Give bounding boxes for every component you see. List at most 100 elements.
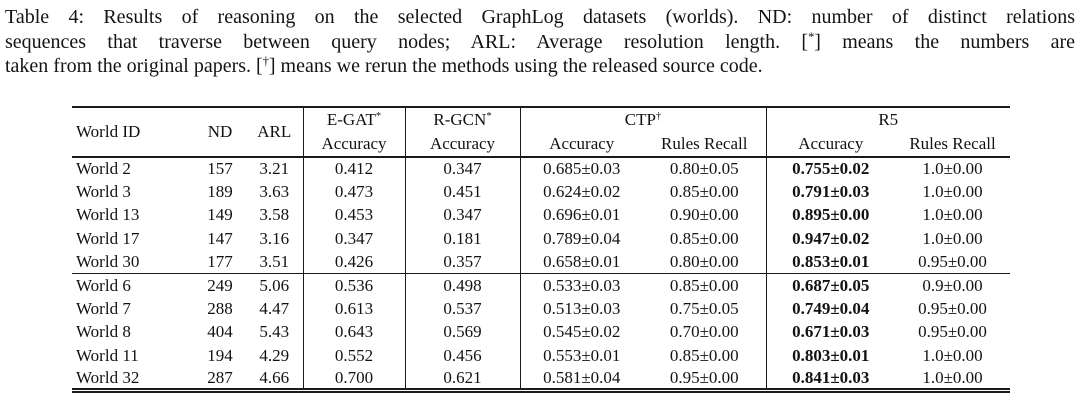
cell-ctp-rules-recall: 0.85±0.00 xyxy=(669,181,739,201)
cell-nd: 147 xyxy=(207,228,233,248)
cell-rgcn-accuracy: 0.498 xyxy=(404,273,520,298)
header-ctp-group: CTP† xyxy=(519,106,767,132)
cell-egat-accuracy: 0.453 xyxy=(302,203,405,227)
table-row: World 32 287 4.66 0.700 0.621 0.581±0.04 0.95±… xyxy=(72,367,1010,391)
table-row: World 11 194 4.29 0.552 0.456 0.553±0.01 0.85±… xyxy=(72,343,1010,368)
cell-nd: 157 xyxy=(207,158,233,178)
cell-nd: 177 xyxy=(207,251,233,271)
caption-line-3: taken from the original papers. [†] mean… xyxy=(5,54,1075,79)
cell-egat-accuracy: 0.426 xyxy=(302,250,405,274)
table-row: World 13 149 3.58 0.453 0.347 0.696±0.01 0.90±… xyxy=(72,203,1010,227)
cell-world: World 8 xyxy=(76,322,131,342)
cell-ctp-rules-recall: 0.80±0.05 xyxy=(669,158,739,178)
cell-ctp-rules-recall: 0.75±0.05 xyxy=(669,298,739,318)
cell-ctp-accuracy: 0.685±0.03 xyxy=(519,156,643,181)
cell-arl: 4.47 xyxy=(259,298,290,318)
cell-r5-accuracy: 0.791±0.03 xyxy=(765,180,896,204)
cell-world: World 17 xyxy=(76,228,140,248)
cell-ctp-rules-recall: 0.70±0.00 xyxy=(669,322,739,342)
cell-world: World 7 xyxy=(76,298,131,318)
cell-rgcn-accuracy: 0.537 xyxy=(404,297,520,321)
table-row: World 8 404 5.43 0.643 0.569 0.545±0.02 0.70±0… xyxy=(72,320,1010,344)
cell-r5-rules-recall: 1.0±0.00 xyxy=(922,367,983,387)
caption-line-2: sequences that traverse between query no… xyxy=(5,30,1075,55)
cell-rgcn-accuracy: 0.357 xyxy=(404,250,520,274)
caption-line-2-tail: ] means the numbers are xyxy=(814,30,1075,53)
cell-arl: 3.51 xyxy=(259,251,290,271)
header-arl: ARL xyxy=(257,121,292,141)
cell-rgcn-accuracy: 0.451 xyxy=(404,180,520,204)
cell-world: World 11 xyxy=(76,345,139,365)
header-egat-sub: Accuracy xyxy=(321,133,387,153)
dagger-superscript: † xyxy=(262,54,269,69)
cell-egat-accuracy: 0.700 xyxy=(302,367,405,391)
asterisk-superscript: * xyxy=(486,110,492,122)
cell-ctp-rules-recall: 0.95±0.00 xyxy=(669,367,739,387)
cell-r5-rules-recall: 1.0±0.00 xyxy=(922,181,983,201)
table-row: World 7 288 4.47 0.613 0.537 0.513±0.03 0.75±0… xyxy=(72,297,1010,321)
header-ctp-rules-recall: Rules Recall xyxy=(661,133,748,153)
cell-ctp-accuracy: 0.624±0.02 xyxy=(519,180,643,204)
cell-nd: 189 xyxy=(207,181,233,201)
cell-r5-accuracy: 0.841±0.03 xyxy=(765,367,896,391)
cell-r5-accuracy: 0.895±0.00 xyxy=(765,203,896,227)
cell-ctp-accuracy: 0.553±0.01 xyxy=(519,343,643,368)
asterisk-superscript: * xyxy=(375,110,382,122)
cell-egat-accuracy: 0.552 xyxy=(302,343,405,368)
cell-ctp-accuracy: 0.513±0.03 xyxy=(519,297,643,321)
dagger-superscript: † xyxy=(655,110,662,122)
cell-ctp-accuracy: 0.545±0.02 xyxy=(519,320,643,344)
cell-ctp-accuracy: 0.581±0.04 xyxy=(519,367,643,391)
cell-egat-accuracy: 0.412 xyxy=(302,156,405,181)
cell-rgcn-accuracy: 0.456 xyxy=(404,343,520,368)
cell-world: World 32 xyxy=(76,367,140,387)
header-ctp-accuracy: Accuracy xyxy=(519,131,643,157)
cell-ctp-rules-recall: 0.85±0.00 xyxy=(669,345,739,365)
cell-nd: 249 xyxy=(194,273,246,298)
cell-egat-accuracy: 0.347 xyxy=(302,226,405,251)
cell-ctp-accuracy: 0.533±0.03 xyxy=(519,273,643,298)
header-nd: ND xyxy=(207,121,233,141)
cell-nd: 194 xyxy=(207,345,233,365)
header-r5-accuracy: Accuracy xyxy=(765,131,896,157)
cell-world: World 3 xyxy=(76,181,131,201)
cell-r5-accuracy: 0.755±0.02 xyxy=(765,156,896,181)
table-header: World ID ND ARL E-GAT* Accuracy R-GCN* A… xyxy=(72,106,1011,157)
header-egat-name: E-GAT xyxy=(326,109,376,129)
cell-rgcn-accuracy: 0.569 xyxy=(404,320,520,344)
cell-arl: 3.16 xyxy=(259,228,290,248)
cell-ctp-rules-recall: 0.80±0.00 xyxy=(669,251,739,271)
asterisk-superscript: * xyxy=(808,29,815,44)
cell-rgcn-accuracy: 0.621 xyxy=(404,367,520,391)
caption-line-3-text: taken from the original papers. [ xyxy=(5,55,263,78)
cell-r5-accuracy: 0.803±0.01 xyxy=(765,343,896,368)
cell-r5-rules-recall: 1.0±0.00 xyxy=(922,345,983,365)
header-r5-rules-recall: Rules Recall xyxy=(909,133,996,153)
cell-arl: 3.58 xyxy=(259,205,290,225)
cell-egat-accuracy: 0.473 xyxy=(302,180,405,204)
header-world-id: World ID xyxy=(76,121,141,141)
cell-r5-rules-recall: 0.9±0.00 xyxy=(895,273,1011,298)
caption-line-1: Table 4: Results of reasoning on the sel… xyxy=(5,6,1075,28)
cell-r5-rules-recall: 0.95±0.00 xyxy=(918,322,987,342)
cell-r5-rules-recall: 0.95±0.00 xyxy=(918,298,987,318)
header-ctp-name: CTP xyxy=(624,109,656,129)
cell-ctp-rules-recall: 0.90±0.00 xyxy=(669,205,739,225)
cell-ctp-rules-recall: 0.85±0.00 xyxy=(643,273,767,298)
cell-r5-accuracy: 0.853±0.01 xyxy=(765,250,896,274)
cell-arl: 5.06 xyxy=(246,273,303,298)
table-group-bottom: World 6 249 5.06 0.536 0.498 0.533±0.03 0.85±0… xyxy=(72,273,1011,391)
cell-rgcn-accuracy: 0.181 xyxy=(404,226,520,251)
cell-nd: 404 xyxy=(207,322,233,342)
table-row: World 30 177 3.51 0.426 0.357 0.658±0.01 0.80±… xyxy=(72,250,1010,274)
table-row: World 6 249 5.06 0.536 0.498 0.533±0.03 0.85±0… xyxy=(72,273,1011,298)
header-rgcn-sub: Accuracy xyxy=(429,133,496,153)
header-rgcn-name: R-GCN xyxy=(433,109,487,129)
cell-r5-accuracy: 0.687±0.05 xyxy=(765,273,896,298)
table-row: World 3 189 3.63 0.473 0.451 0.624±0.02 0.85±0… xyxy=(72,180,1010,204)
cell-world: World 30 xyxy=(76,251,140,271)
cell-nd: 149 xyxy=(207,205,233,225)
header-egat-accuracy: E-GAT* Accuracy xyxy=(302,106,405,157)
cell-r5-accuracy: 0.947±0.02 xyxy=(765,226,896,251)
table-row: World 2 157 3.21 0.412 0.347 0.685±0.03 0.80±0… xyxy=(72,156,1010,181)
